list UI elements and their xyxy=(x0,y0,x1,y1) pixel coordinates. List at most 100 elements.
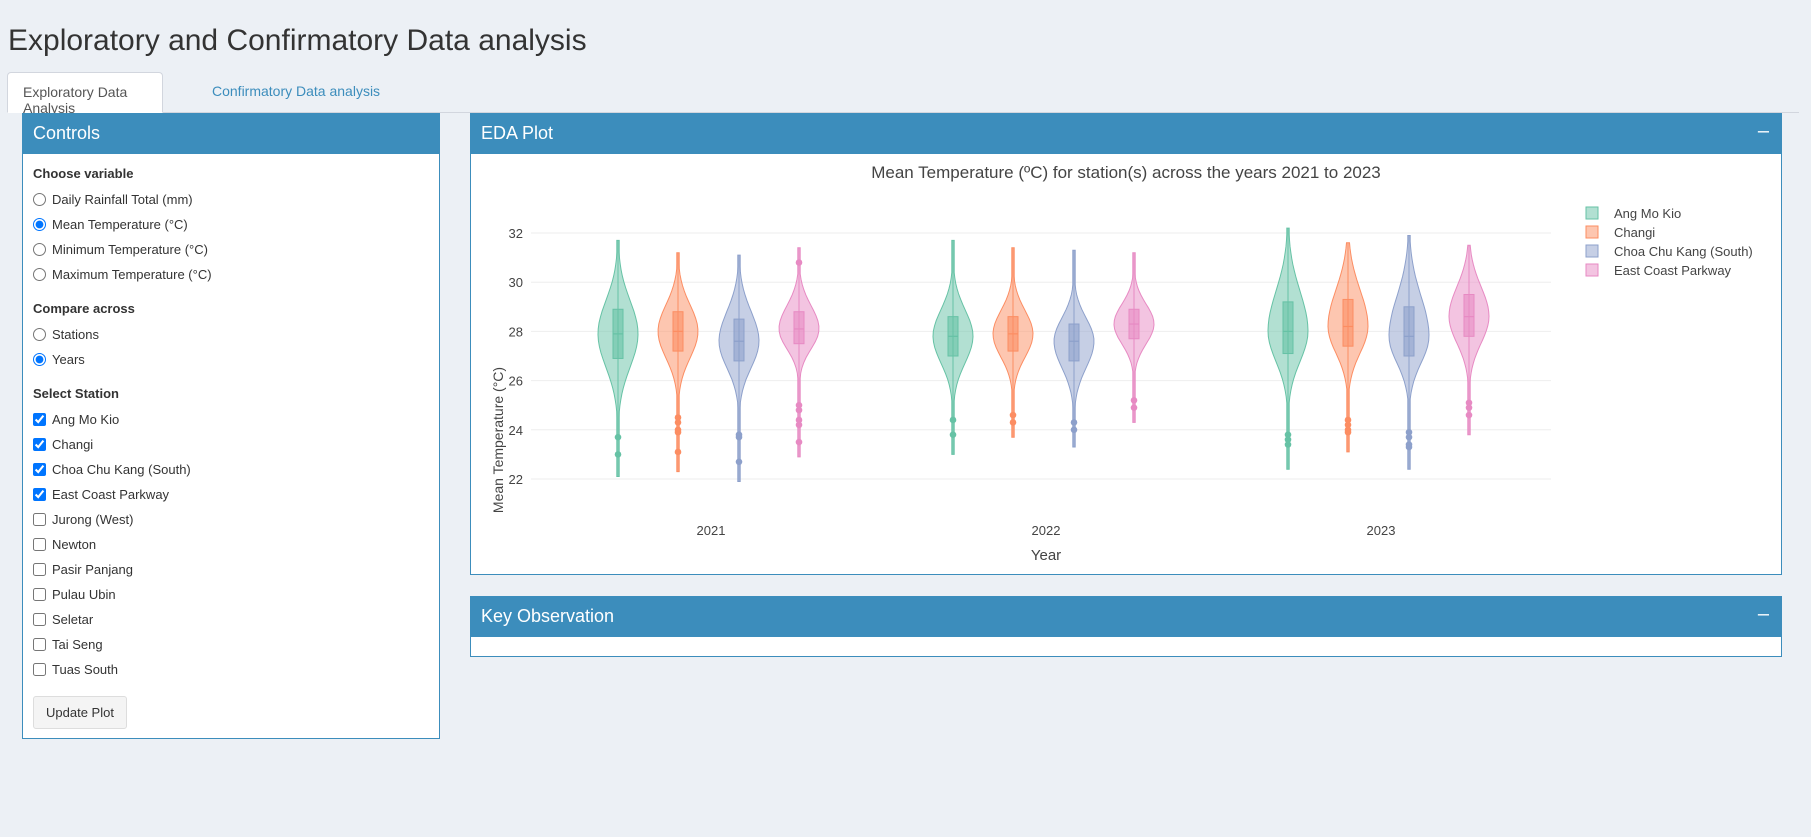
controls-panel: Controls Choose variable Daily Rainfall … xyxy=(22,113,440,739)
variable-option-radio[interactable] xyxy=(33,268,46,281)
key-observation-panel: Key Observation – xyxy=(470,596,1782,657)
x-tick-label: 2022 xyxy=(1032,523,1061,538)
station-option-label: Tuas South xyxy=(52,662,119,677)
station-option-checkbox[interactable] xyxy=(33,638,46,651)
outlier-point xyxy=(614,433,622,441)
station-option[interactable]: Pasir Panjang xyxy=(33,557,429,582)
variable-option-label: Daily Rainfall Total (mm) xyxy=(52,192,193,207)
outlier-point xyxy=(1284,431,1292,439)
eda-plot-title: EDA Plot xyxy=(481,123,554,143)
station-option[interactable]: Choa Chu Kang (South) xyxy=(33,457,429,482)
outlier-point xyxy=(735,433,743,441)
station-option-checkbox[interactable] xyxy=(33,488,46,501)
legend-label[interactable]: Choa Chu Kang (South) xyxy=(1614,244,1753,259)
controls-title: Controls xyxy=(33,123,101,143)
outlier-point xyxy=(795,401,803,409)
outlier-point xyxy=(1130,404,1138,411)
station-option-label: Jurong (West) xyxy=(52,512,134,527)
key-observation-header: Key Observation – xyxy=(471,597,1781,637)
legend-label[interactable]: East Coast Parkway xyxy=(1614,263,1732,278)
station-option[interactable]: Tai Seng xyxy=(33,632,429,657)
outlier-point xyxy=(1070,419,1078,426)
compare-option[interactable]: Years xyxy=(33,347,429,372)
station-option[interactable]: Ang Mo Kio xyxy=(33,407,429,432)
station-option[interactable]: Jurong (West) xyxy=(33,507,429,532)
station-option-label: Changi xyxy=(52,437,94,452)
eda-plot-header: EDA Plot – xyxy=(471,114,1781,154)
outlier-point xyxy=(674,428,682,436)
y-tick-label: 26 xyxy=(509,374,523,389)
variable-option-radio[interactable] xyxy=(33,193,46,206)
variable-option[interactable]: Minimum Temperature (°C) xyxy=(33,237,429,262)
outlier-point xyxy=(1070,426,1078,434)
variable-option[interactable]: Daily Rainfall Total (mm) xyxy=(33,187,429,212)
station-option[interactable]: Seletar xyxy=(33,607,429,632)
outlier-point xyxy=(674,448,682,456)
y-tick-label: 30 xyxy=(509,275,523,290)
station-option[interactable]: Tuas South xyxy=(33,657,429,682)
outlier-point xyxy=(1465,399,1473,407)
variable-option-label: Maximum Temperature (°C) xyxy=(52,267,212,282)
station-option-checkbox[interactable] xyxy=(33,463,46,476)
station-option-checkbox[interactable] xyxy=(33,438,46,451)
compare-option-label: Stations xyxy=(52,327,99,342)
outlier-point xyxy=(1284,436,1292,443)
station-option-checkbox[interactable] xyxy=(33,588,46,601)
outlier-point xyxy=(1405,443,1413,451)
violin-chart: Mean Temperature (ºC) for station(s) acr… xyxy=(490,163,1753,564)
outlier-point xyxy=(1405,433,1413,441)
outlier-point xyxy=(949,416,957,424)
outlier-point xyxy=(795,416,803,424)
compare-option-radio[interactable] xyxy=(33,328,46,341)
variable-option-radio[interactable] xyxy=(33,243,46,256)
update-plot-button[interactable]: Update Plot xyxy=(33,696,127,729)
station-option-checkbox[interactable] xyxy=(33,663,46,676)
violin-box xyxy=(1068,323,1080,362)
tab-exploratory[interactable]: Exploratory Data Analysis xyxy=(7,72,163,116)
station-option-checkbox[interactable] xyxy=(33,563,46,576)
compare-option[interactable]: Stations xyxy=(33,322,429,347)
legend-label[interactable]: Changi xyxy=(1614,225,1655,240)
x-tick-label: 2021 xyxy=(697,523,726,538)
outlier-point xyxy=(1465,411,1473,419)
outlier-point xyxy=(735,458,743,466)
variable-option-radio[interactable] xyxy=(33,218,46,231)
minus-icon[interactable]: – xyxy=(1757,120,1769,142)
station-option-checkbox[interactable] xyxy=(33,538,46,551)
station-label: Select Station xyxy=(33,386,119,401)
violin-box xyxy=(733,318,745,362)
compare-option-radio[interactable] xyxy=(33,353,46,366)
variable-label: Choose variable xyxy=(33,166,134,181)
minus-icon[interactable]: – xyxy=(1757,603,1769,625)
outlier-point xyxy=(1344,416,1352,424)
legend-label[interactable]: Ang Mo Kio xyxy=(1614,206,1681,221)
outlier-point xyxy=(1344,428,1352,436)
outlier-point xyxy=(949,431,957,439)
station-option[interactable]: Pulau Ubin xyxy=(33,582,429,607)
station-option-checkbox[interactable] xyxy=(33,513,46,526)
station-option-label: Choa Chu Kang (South) xyxy=(52,462,191,477)
violin-box xyxy=(1463,294,1475,337)
app-title: Exploratory and Confirmatory Data analys… xyxy=(8,24,587,57)
station-option[interactable]: East Coast Parkway xyxy=(33,482,429,507)
variable-option[interactable]: Mean Temperature (°C) xyxy=(33,212,429,237)
outlier-point xyxy=(795,421,803,429)
variable-option[interactable]: Maximum Temperature (°C) xyxy=(33,262,429,287)
station-option-checkbox[interactable] xyxy=(33,413,46,426)
legend-swatch[interactable] xyxy=(1585,206,1599,220)
y-tick-label: 22 xyxy=(509,472,523,487)
station-option[interactable]: Changi xyxy=(33,432,429,457)
station-option-label: Tai Seng xyxy=(52,637,103,652)
y-tick-label: 28 xyxy=(509,324,523,339)
station-option[interactable]: Newton xyxy=(33,532,429,557)
legend-swatch[interactable] xyxy=(1585,244,1599,258)
variable-option-label: Mean Temperature (°C) xyxy=(52,217,188,232)
station-option-checkbox[interactable] xyxy=(33,613,46,626)
eda-plot-panel: EDA Plot – Mean Temperature (ºC) for sta… xyxy=(470,113,1782,575)
violin-box xyxy=(1282,301,1294,355)
variable-option-label: Minimum Temperature (°C) xyxy=(52,242,208,257)
legend-swatch[interactable] xyxy=(1585,225,1599,239)
outlier-point xyxy=(674,414,682,421)
tab-confirmatory[interactable]: Confirmatory Data analysis xyxy=(212,83,381,99)
legend-swatch[interactable] xyxy=(1585,263,1599,277)
